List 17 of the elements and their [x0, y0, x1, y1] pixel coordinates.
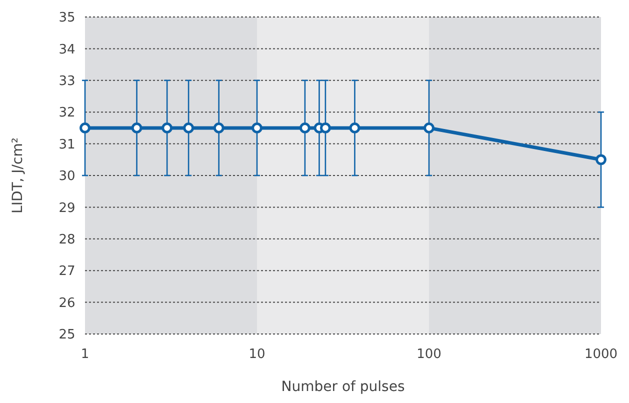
x-tick-label: 1000 [584, 347, 618, 362]
y-tick-label: 27 [58, 264, 76, 280]
x-tick-label: 100 [416, 347, 442, 362]
y-tick-label: 29 [58, 200, 76, 216]
x-tick-label: 10 [248, 347, 266, 362]
y-tick-label: 26 [58, 296, 76, 311]
y-axis-title: LIDT, J/cm² [10, 138, 26, 214]
y-tick-label: 33 [58, 74, 76, 89]
x-tick-label: 1 [80, 347, 90, 362]
y-tick-label: 28 [58, 232, 76, 248]
x-axis-title: Number of pulses [281, 379, 405, 395]
y-tick-label: 34 [58, 42, 76, 58]
y-tick-label: 30 [58, 169, 76, 184]
y-tick-label: 32 [58, 106, 76, 121]
y-tick-label: 31 [58, 137, 76, 152]
y-tick-label: 35 [58, 10, 76, 26]
y-tick-label: 25 [58, 328, 76, 343]
